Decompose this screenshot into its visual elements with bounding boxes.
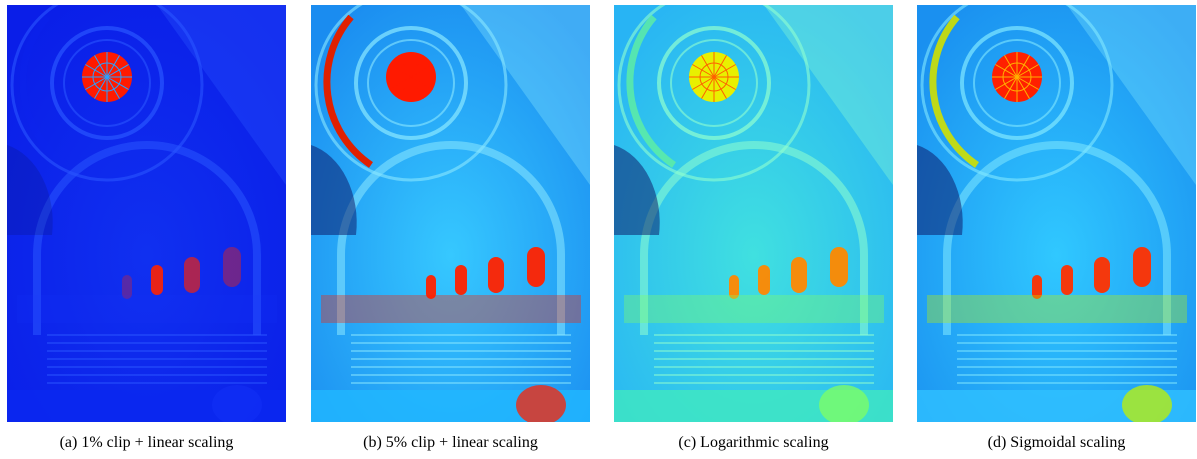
window	[830, 247, 848, 287]
figure: (a) 1% clip + linear scaling (b) 5% clip …	[0, 0, 1197, 459]
image-panel	[917, 0, 1196, 425]
window	[758, 265, 770, 295]
window	[184, 257, 200, 293]
window	[1094, 257, 1110, 293]
altar-band	[321, 295, 581, 323]
image-panel	[7, 0, 286, 425]
window	[791, 257, 807, 293]
floor-glow	[1122, 385, 1172, 425]
caption: (c) Logarithmic scaling	[678, 434, 828, 451]
altar-band	[624, 295, 884, 323]
floor-glow	[819, 385, 869, 425]
altar-band	[17, 295, 277, 323]
window	[455, 265, 467, 295]
window	[223, 247, 241, 287]
window	[1133, 247, 1151, 287]
image-panel	[311, 0, 590, 425]
image-panel	[614, 0, 893, 425]
window	[488, 257, 504, 293]
altar-band	[927, 295, 1187, 323]
window	[151, 265, 163, 295]
caption: (b) 5% clip + linear scaling	[363, 434, 538, 451]
window	[527, 247, 545, 287]
window	[1061, 265, 1073, 295]
caption: (d) Sigmoidal scaling	[988, 434, 1126, 451]
floor-glow	[516, 385, 566, 425]
floor-glow	[212, 385, 262, 425]
caption: (a) 1% clip + linear scaling	[60, 434, 234, 451]
